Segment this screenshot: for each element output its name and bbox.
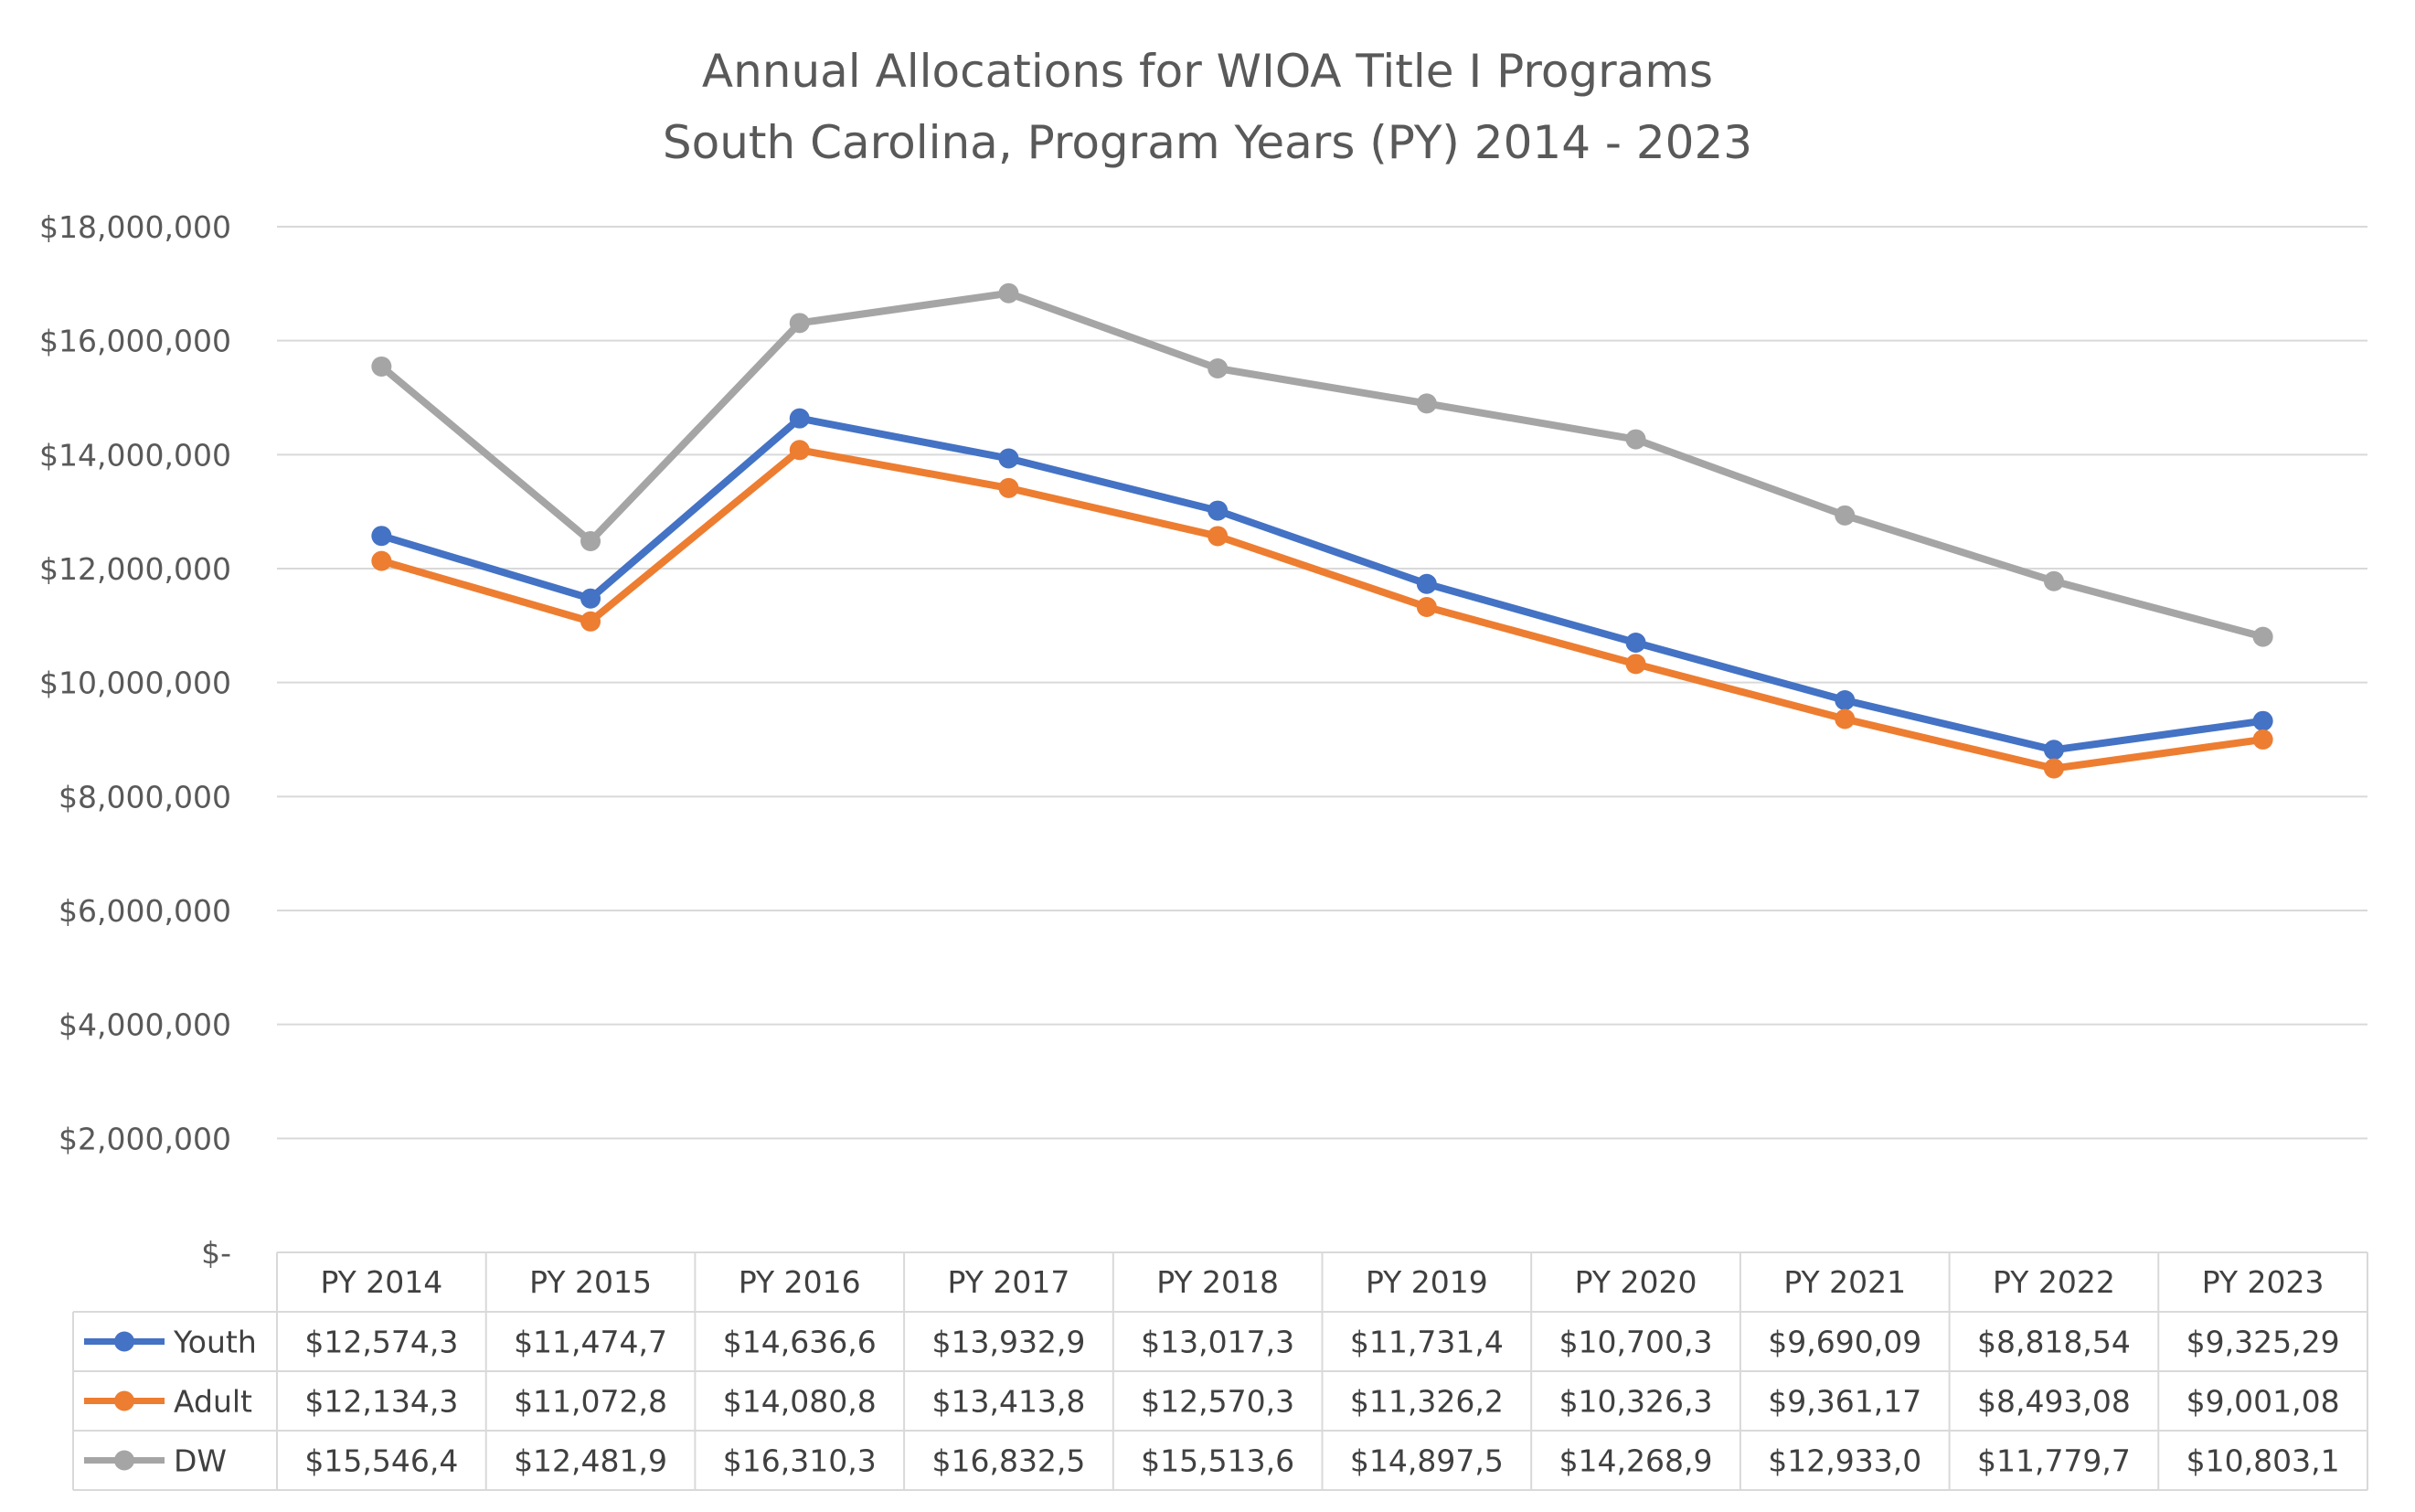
data-point <box>1416 597 1437 618</box>
data-point <box>2252 626 2273 647</box>
data-point <box>1625 429 1646 450</box>
y-tick-label: $- <box>201 1235 231 1271</box>
data-point <box>1625 654 1646 675</box>
table-cell: $14,897,5 <box>1350 1443 1504 1479</box>
data-point <box>1208 500 1229 521</box>
data-point <box>1416 573 1437 594</box>
data-table: PY 2014 PY 2015 PY 2016 PY 2017 PY 2018 PY 20… <box>72 1251 2368 1491</box>
data-point <box>2252 710 2273 731</box>
table-cell: $9,001,08 <box>2186 1384 2340 1420</box>
y-axis: $- $2,000,000 $4,000,000 $6,000,000 $8,000,0… <box>39 209 231 1271</box>
data-point <box>1835 689 1856 710</box>
y-tick-label: $2,000,000 <box>59 1121 231 1156</box>
series-line <box>378 446 2267 772</box>
y-tick-label: $10,000,000 <box>39 665 231 701</box>
data-point <box>998 282 1019 303</box>
data-point <box>580 588 601 609</box>
table-cell: $8,493,08 <box>1977 1384 2131 1420</box>
data-point <box>998 477 1019 498</box>
table-cell: $10,326,3 <box>1559 1384 1713 1420</box>
data-point <box>580 611 601 632</box>
legend-key-marker <box>114 1390 134 1411</box>
data-point <box>2043 740 2064 761</box>
y-tick-label: $14,000,000 <box>39 437 231 473</box>
chart-subtitle: South Carolina, Program Years (PY) 2014 … <box>663 116 1752 169</box>
table-cell: $14,080,8 <box>723 1384 877 1420</box>
data-point <box>371 356 392 377</box>
data-point <box>580 530 601 551</box>
data-point <box>1625 633 1646 654</box>
table-cell: $8,818,54 <box>1977 1325 2131 1360</box>
x-category-label: PY 2023 <box>2202 1264 2325 1300</box>
x-category-label: PY 2020 <box>1575 1264 1697 1300</box>
table-cell: $12,574,3 <box>304 1325 458 1360</box>
y-tick-label: $18,000,000 <box>39 209 231 245</box>
table-cell: $13,932,9 <box>931 1325 1085 1360</box>
table-cell: $12,933,0 <box>1768 1443 1921 1479</box>
y-tick-label: $6,000,000 <box>59 893 231 929</box>
table-cell: $11,731,4 <box>1350 1325 1504 1360</box>
table-cell: $11,779,7 <box>1977 1443 2131 1479</box>
data-point <box>371 526 392 547</box>
y-tick-label: $12,000,000 <box>39 551 231 587</box>
data-point <box>998 448 1019 469</box>
data-point <box>1835 505 1856 526</box>
data-point <box>789 408 810 429</box>
data-point <box>1208 526 1229 547</box>
table-cell: $16,310,3 <box>723 1443 877 1479</box>
table-cell: $9,690,09 <box>1768 1325 1921 1360</box>
data-point <box>2252 729 2273 750</box>
chart-title: Annual Allocations for WIOA Title I Prog… <box>702 45 1713 98</box>
data-point <box>2043 758 2064 779</box>
x-category-label: PY 2022 <box>1993 1264 2115 1300</box>
table-cell: $10,700,3 <box>1559 1325 1713 1360</box>
table-cell: $12,134,3 <box>304 1384 458 1420</box>
series-line <box>378 289 2267 641</box>
legend-key-marker <box>114 1331 134 1352</box>
legend-label: DW <box>174 1443 227 1479</box>
x-category-label: PY 2019 <box>1366 1264 1488 1300</box>
y-tick-label: $16,000,000 <box>39 324 231 359</box>
x-category-label: PY 2014 <box>320 1264 442 1300</box>
table-cell: $11,072,8 <box>514 1384 667 1420</box>
table-cell: $13,017,3 <box>1141 1325 1294 1360</box>
table-cell: $13,413,8 <box>931 1384 1085 1420</box>
legend-label: Youth <box>173 1325 257 1360</box>
table-cell: $14,636,6 <box>723 1325 877 1360</box>
table-cell: $12,570,3 <box>1141 1384 1294 1420</box>
table-cell: $14,268,9 <box>1559 1443 1713 1479</box>
table-cell: $15,546,4 <box>304 1443 458 1479</box>
data-point <box>2043 570 2064 591</box>
table-cell: $16,832,5 <box>931 1443 1085 1479</box>
table-cell: $9,361,17 <box>1768 1384 1921 1420</box>
table-cell: $10,803,1 <box>2186 1443 2340 1479</box>
x-category-label: PY 2015 <box>529 1264 652 1300</box>
data-point <box>789 313 810 334</box>
data-point <box>371 550 392 571</box>
legend-label: Adult <box>174 1384 252 1420</box>
table-cell: $11,474,7 <box>514 1325 667 1360</box>
x-category-label: PY 2016 <box>739 1264 861 1300</box>
table-cell: $11,326,2 <box>1350 1384 1504 1420</box>
y-tick-label: $8,000,000 <box>59 779 231 815</box>
data-point <box>1416 393 1437 414</box>
table-cell: $9,325,29 <box>2186 1325 2340 1360</box>
series-lines <box>371 282 2273 779</box>
data-point <box>1835 708 1856 729</box>
legend-key-marker <box>114 1450 134 1471</box>
table-cell: $15,513,6 <box>1141 1443 1294 1479</box>
table-cell: $12,481,9 <box>514 1443 667 1479</box>
data-point <box>789 440 810 461</box>
x-category-label: PY 2017 <box>948 1264 1070 1300</box>
y-tick-label: $4,000,000 <box>59 1007 231 1043</box>
data-point <box>1208 357 1229 378</box>
series-line <box>378 414 2267 754</box>
x-category-label: PY 2021 <box>1783 1264 1906 1300</box>
x-category-label: PY 2018 <box>1156 1264 1279 1300</box>
